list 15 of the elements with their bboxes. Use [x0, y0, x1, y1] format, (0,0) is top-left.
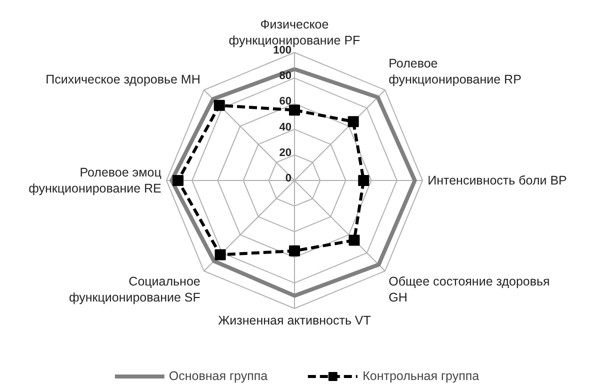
legend-label: Основная группа	[168, 369, 268, 383]
spoke-label: Ролевое функционирование RP	[388, 56, 522, 86]
y-tick-label: 20	[279, 146, 292, 159]
spoke-label: Психическое здоровье MH	[46, 72, 200, 86]
y-tick-label: 60	[279, 96, 292, 108]
spoke-label: Интенсивность боли BP	[428, 174, 567, 188]
spoke-label: Жизненная активность VT	[218, 314, 372, 328]
spoke-label: Ролевое эмоц функционирование RE	[28, 165, 162, 196]
y-tick-label: 40	[279, 121, 292, 134]
legend-label: Контрольная группа	[362, 369, 480, 383]
spoke-label: Физическое функционирование PF	[228, 17, 361, 48]
y-tick-label: 100	[273, 44, 292, 56]
spoke-label: Социальное функционирование SF	[68, 274, 201, 305]
spoke-label: Общее состояние здоровья GH	[388, 274, 550, 305]
y-tick-label: 0	[285, 172, 292, 184]
